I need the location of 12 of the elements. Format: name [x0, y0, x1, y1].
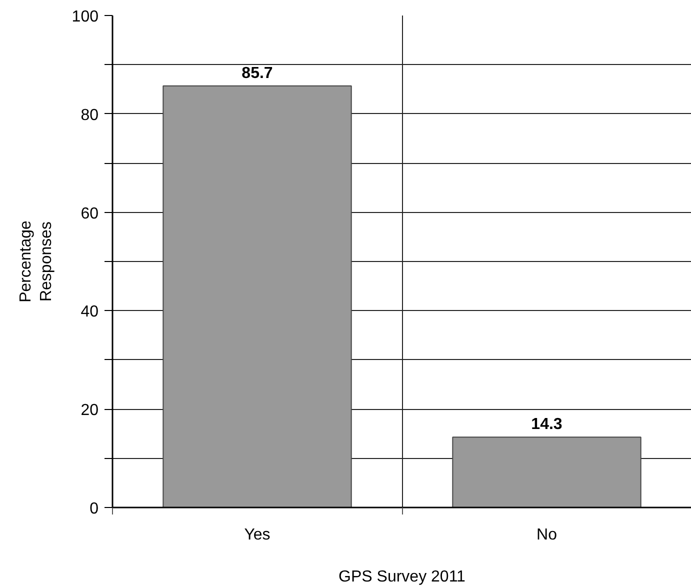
y-tick-label: 80 — [80, 106, 99, 124]
y-tick-label: 20 — [80, 402, 99, 420]
x-tick-label: Yes — [244, 526, 270, 544]
data-label: 85.7 — [242, 64, 273, 82]
data-label: 14.3 — [531, 416, 562, 434]
x-axis-title: GPS Survey 2011 — [338, 568, 466, 586]
x-tick-label: No — [536, 526, 558, 544]
y-axis-title: Percentage Responses — [17, 220, 55, 302]
y-tick-label: 100 — [72, 8, 99, 26]
y-tick-label: 0 — [90, 500, 99, 518]
y-tick-label: 60 — [80, 205, 99, 222]
y-tick-label: 40 — [80, 304, 99, 321]
